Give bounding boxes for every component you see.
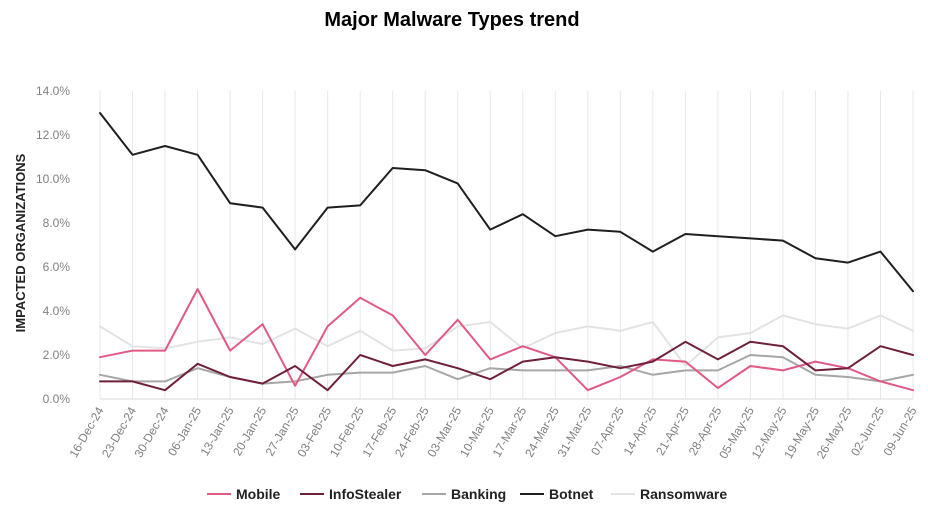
y-axis-label: IMPACTED ORGANIZATIONS — [13, 153, 28, 332]
series-lines — [99, 112, 914, 392]
y-tick-label: 8.0% — [43, 216, 71, 230]
legend-item-banking: Banking — [422, 486, 506, 502]
legend-item-mobile: Mobile — [207, 486, 281, 502]
legend-label: InfoStealer — [329, 486, 402, 502]
y-tick-label: 10.0% — [36, 172, 70, 186]
legend-label: Mobile — [236, 486, 281, 502]
y-tick-label: 12.0% — [36, 128, 70, 142]
legend-item-ransomware: Ransomware — [611, 486, 727, 502]
y-tick-label: 2.0% — [43, 348, 71, 362]
chart-title: Major Malware Types trend — [324, 9, 579, 31]
series-line-botnet — [99, 112, 914, 293]
legend-item-botnet: Botnet — [520, 486, 594, 502]
y-tick-label: 0.0% — [43, 392, 71, 406]
y-tick-label: 4.0% — [43, 304, 71, 318]
legend-label: Ransomware — [640, 486, 727, 502]
y-tick-label: 14.0% — [36, 84, 70, 98]
legend-item-infostealer: InfoStealer — [300, 486, 402, 502]
legend: Mobile InfoStealer Banking Botnet Ransomware — [207, 486, 727, 502]
legend-label: Botnet — [549, 486, 594, 502]
x-axis-ticks: 16-Dec-2423-Dec-2430-Dec-2406-Jan-2513-J… — [66, 404, 919, 461]
legend-label: Banking — [451, 486, 506, 502]
series-line-ransomware — [99, 314, 914, 367]
y-tick-label: 6.0% — [43, 260, 71, 274]
series-line-infostealer — [99, 340, 914, 392]
series-line-mobile — [99, 288, 914, 392]
y-axis-ticks: 0.0% 2.0% 4.0% 6.0% 8.0% 10.0% 12.0% 14.0% — [36, 84, 70, 406]
